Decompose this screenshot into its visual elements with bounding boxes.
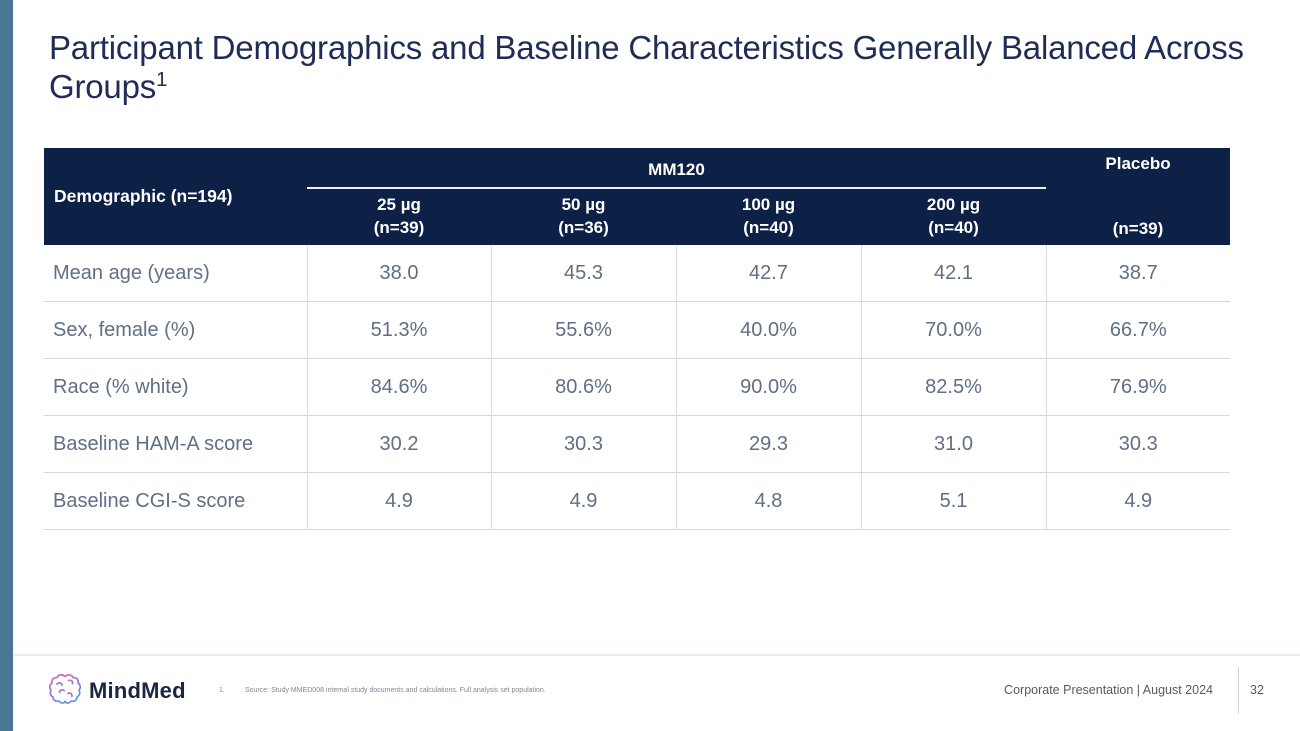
dose-label: 200 µg [926,195,981,214]
mindmed-logo: MindMed [48,672,186,710]
column-header-50ug: 50 µg (n=36) [491,188,676,245]
cell-value: 70.0% [860,301,1046,359]
cell-value: 30.2 [306,415,491,473]
cell-value: 38.7 [1045,245,1230,302]
column-header-demographic: Demographic (n=194) [44,148,307,245]
cell-value: 4.8 [675,472,861,530]
cell-value: 66.7% [1045,301,1230,359]
cell-value: 31.0 [860,415,1046,473]
cell-value: 90.0% [675,358,861,416]
placebo-n: (n=39) [1112,219,1164,238]
column-group-mm120: MM120 [307,148,1046,189]
row-label: Race (% white) [44,358,307,416]
dose-n: (n=39) [373,218,425,237]
dose-label: 50 µg [561,195,606,214]
mm120-group-label: MM120 [648,159,705,179]
cell-value: 82.5% [860,358,1046,416]
table-row: Mean age (years) 38.0 45.3 42.7 42.1 38.… [44,245,1230,302]
row-label: Sex, female (%) [44,301,307,359]
cell-value: 55.6% [490,301,676,359]
cell-value: 42.7 [675,245,861,302]
cell-value: 4.9 [1045,472,1230,530]
page-number-divider [1238,667,1239,714]
cell-value: 30.3 [490,415,676,473]
column-header-100ug: 100 µg (n=40) [676,188,861,245]
cell-value: 51.3% [306,301,491,359]
table-row: Sex, female (%) 51.3% 55.6% 40.0% 70.0% … [44,301,1230,359]
footnote-number: 1. [219,687,225,694]
dose-n: (n=40) [928,218,979,237]
logo-wordmark: MindMed [89,678,186,703]
cell-value: 30.3 [1045,415,1230,473]
slide-title-line1: Participant Demographics and Baseline Ch… [49,29,1244,66]
slide-title-footnote-ref: 1 [156,68,168,91]
cell-value: 80.6% [490,358,676,416]
cell-value: 84.6% [306,358,491,416]
dose-label: 100 µg [741,195,796,214]
cell-value: 4.9 [306,472,491,530]
cell-value: 4.9 [490,472,676,530]
cell-value: 45.3 [490,245,676,302]
column-header-placebo: Placebo (n=39) [1046,148,1230,245]
cell-value: 76.9% [1045,358,1230,416]
column-header-200ug: 200 µg (n=40) [861,188,1046,245]
cell-value: 29.3 [675,415,861,473]
table-row: Baseline CGI-S score 4.9 4.9 4.8 5.1 4.9 [44,472,1230,530]
table-row: Race (% white) 84.6% 80.6% 90.0% 82.5% 7… [44,358,1230,416]
row-label: Mean age (years) [44,245,307,302]
slide-title: Participant Demographics and Baseline Ch… [49,28,1269,106]
cell-value: 42.1 [860,245,1046,302]
dose-n: (n=40) [743,218,794,237]
presentation-label: Corporate Presentation | August 2024 [1004,683,1213,697]
dose-n: (n=36) [558,218,609,237]
row-label: Baseline HAM-A score [44,415,307,473]
placebo-label: Placebo [1105,154,1171,173]
left-accent-bar [0,0,13,731]
demographics-table: Demographic (n=194) MM120 Placebo (n=39)… [44,148,1230,530]
table-body: Mean age (years) 38.0 45.3 42.7 42.1 38.… [44,245,1230,530]
cell-value: 5.1 [860,472,1046,530]
cell-value: 38.0 [306,245,491,302]
footer-divider-line [13,654,1300,656]
brain-icon [48,672,82,710]
page-number: 32 [1250,683,1264,697]
footnote-text: Source: Study MMED008 internal study doc… [245,687,546,694]
row-label: Baseline CGI-S score [44,472,307,530]
slide-title-line2: Groups [49,68,157,105]
dose-label: 25 µg [377,195,421,214]
table-row: Baseline HAM-A score 30.2 30.3 29.3 31.0… [44,415,1230,473]
cell-value: 40.0% [675,301,861,359]
column-header-25ug: 25 µg (n=39) [307,188,491,245]
table-header: Demographic (n=194) MM120 Placebo (n=39)… [44,148,1230,245]
footnote: 1. Source: Study MMED008 internal study … [219,687,546,694]
